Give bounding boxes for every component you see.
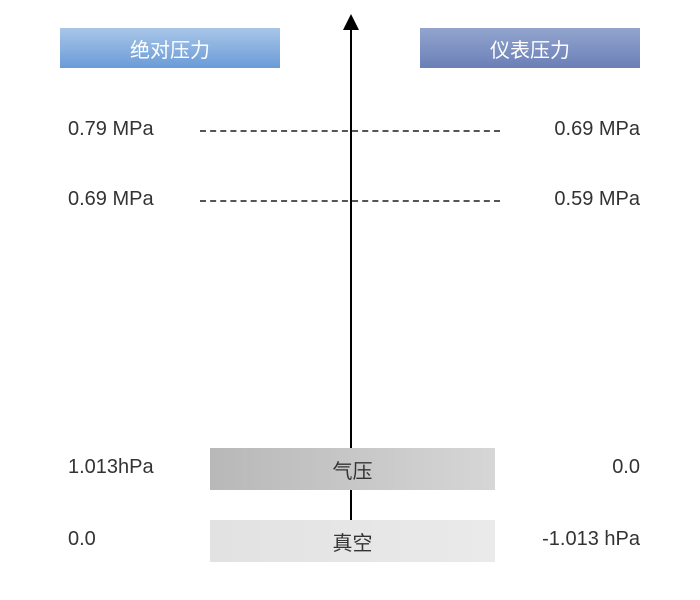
vacuum-box-label: 真空 bbox=[333, 527, 373, 556]
vacuum-left-value: 0.0 bbox=[68, 528, 96, 551]
header-absolute-pressure: 绝对压力 bbox=[60, 28, 280, 68]
header-gauge-pressure: 仪表压力 bbox=[420, 28, 640, 68]
vacuum-box: 真空 bbox=[210, 520, 495, 562]
row1-dashed-line bbox=[200, 200, 500, 202]
atmosphere-box-label: 气压 bbox=[333, 455, 373, 484]
atm-left-value: 1.013hPa bbox=[68, 456, 154, 479]
vacuum-right-value: -1.013 hPa bbox=[542, 528, 640, 551]
pressure-diagram: 绝对压力 仪表压力 0.79 MPa 0.69 MPa 0.69 MPa 0.5… bbox=[0, 0, 700, 600]
row0-dashed-line bbox=[200, 130, 500, 132]
row1-right-value: 0.59 MPa bbox=[554, 188, 640, 211]
header-right-label: 仪表压力 bbox=[490, 34, 570, 63]
row0-left-value: 0.79 MPa bbox=[68, 118, 154, 141]
pressure-axis-arrowhead bbox=[343, 14, 359, 30]
atmosphere-box: 气压 bbox=[210, 448, 495, 490]
atm-right-value: 0.0 bbox=[612, 456, 640, 479]
row0-right-value: 0.69 MPa bbox=[554, 118, 640, 141]
header-left-label: 绝对压力 bbox=[130, 34, 210, 63]
row1-left-value: 0.69 MPa bbox=[68, 188, 154, 211]
